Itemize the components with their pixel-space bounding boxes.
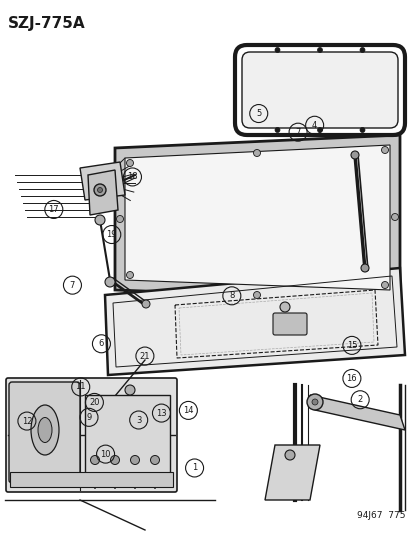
Circle shape [274, 127, 279, 133]
Circle shape [90, 456, 99, 464]
Text: 6: 6 [99, 340, 104, 348]
FancyBboxPatch shape [272, 313, 306, 335]
FancyBboxPatch shape [9, 382, 80, 483]
Text: 21: 21 [139, 352, 150, 360]
Circle shape [126, 271, 133, 279]
Polygon shape [125, 145, 389, 290]
Circle shape [359, 47, 364, 52]
Circle shape [359, 127, 364, 133]
Polygon shape [309, 395, 404, 430]
Polygon shape [88, 170, 118, 215]
Circle shape [110, 456, 119, 464]
Text: 13: 13 [156, 409, 166, 417]
Text: 7: 7 [295, 128, 300, 136]
Text: 4: 4 [311, 121, 316, 130]
Circle shape [380, 147, 387, 154]
Circle shape [95, 215, 105, 225]
Text: 3: 3 [136, 416, 141, 424]
Circle shape [380, 281, 387, 288]
Circle shape [350, 151, 358, 159]
Text: 18: 18 [127, 173, 138, 181]
Circle shape [306, 394, 322, 410]
FancyBboxPatch shape [6, 378, 177, 492]
FancyBboxPatch shape [85, 395, 170, 475]
Text: 12: 12 [21, 417, 32, 425]
FancyBboxPatch shape [9, 472, 173, 487]
Circle shape [274, 47, 279, 52]
Text: 19: 19 [106, 230, 117, 239]
Polygon shape [105, 268, 404, 375]
Text: 7: 7 [70, 281, 75, 289]
Circle shape [142, 300, 150, 308]
Polygon shape [264, 445, 319, 500]
Text: 2: 2 [357, 395, 362, 404]
Circle shape [391, 214, 398, 221]
Circle shape [253, 292, 260, 298]
Text: 17: 17 [48, 205, 59, 214]
Circle shape [317, 47, 322, 52]
Circle shape [94, 184, 106, 196]
Circle shape [116, 215, 123, 222]
Text: 94J67  775: 94J67 775 [357, 511, 405, 520]
Polygon shape [115, 135, 399, 300]
Text: 1: 1 [192, 464, 197, 472]
Circle shape [317, 127, 322, 133]
Text: 10: 10 [100, 450, 111, 458]
Circle shape [253, 149, 260, 157]
Circle shape [105, 277, 115, 287]
Circle shape [360, 264, 368, 272]
Text: 11: 11 [75, 383, 86, 391]
Text: SZJ-775A: SZJ-775A [8, 16, 85, 31]
Circle shape [311, 399, 317, 405]
Text: 8: 8 [229, 292, 234, 300]
Ellipse shape [38, 417, 52, 442]
Text: 20: 20 [89, 398, 100, 407]
Text: 16: 16 [346, 374, 356, 383]
Circle shape [126, 159, 133, 166]
Circle shape [284, 450, 294, 460]
Text: 9: 9 [86, 413, 91, 422]
Circle shape [97, 188, 102, 192]
Text: 15: 15 [346, 341, 356, 350]
FancyBboxPatch shape [242, 52, 397, 128]
Ellipse shape [31, 405, 59, 455]
Polygon shape [80, 162, 125, 200]
Circle shape [279, 302, 289, 312]
Text: 5: 5 [256, 109, 261, 118]
Circle shape [125, 385, 135, 395]
Circle shape [150, 456, 159, 464]
Circle shape [130, 456, 139, 464]
Text: 14: 14 [183, 406, 193, 415]
